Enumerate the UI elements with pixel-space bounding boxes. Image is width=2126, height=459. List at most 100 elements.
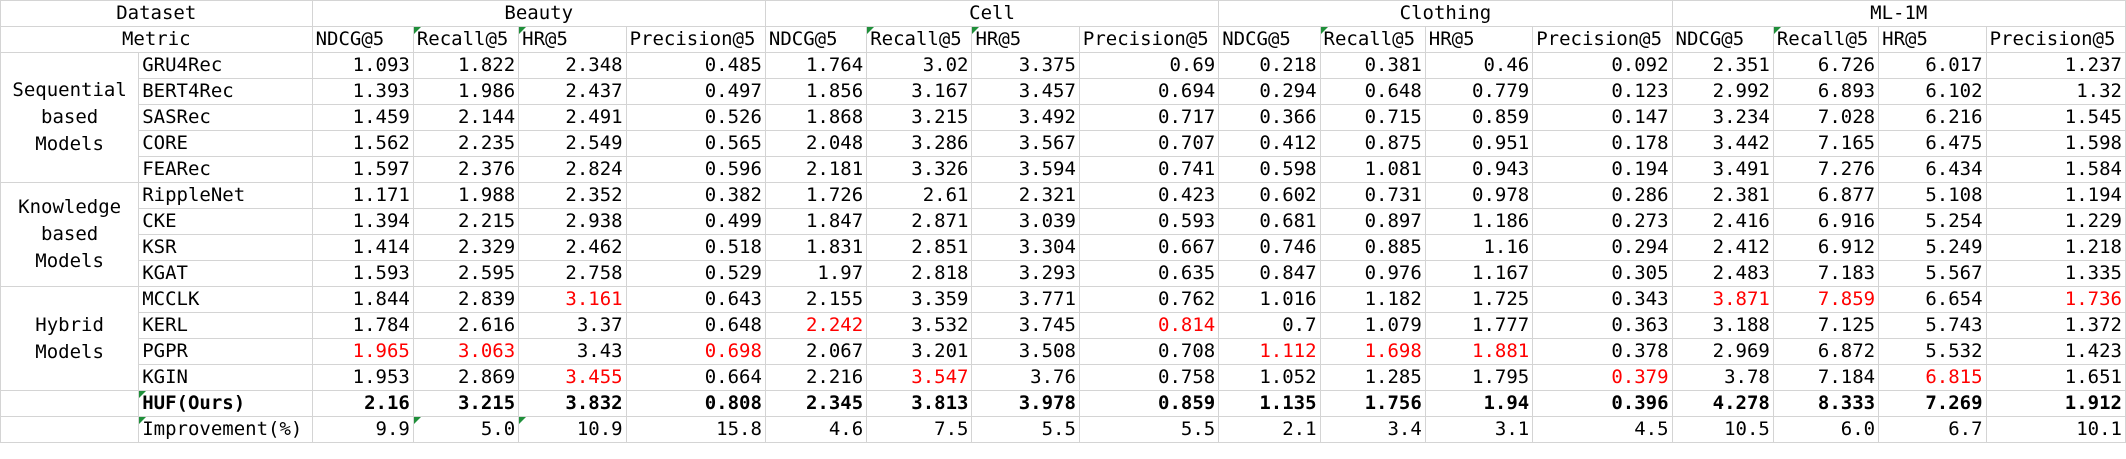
value-cell: 0.092 [1532,52,1673,79]
model-name: SASRec [138,104,313,131]
metric-label: Metric [0,26,313,53]
value-cell: 2.345 [764,390,868,417]
value-cell: 0.7 [1218,312,1321,339]
value-cell: 1.795 [1424,364,1534,391]
value-cell: 1.988 [412,182,520,209]
value-cell: 1.182 [1319,286,1426,313]
metric-header-precision: Precision@5 [625,26,766,53]
model-group-label: Knowledge based Models [0,182,140,287]
value-cell: 3.442 [1671,130,1774,157]
value-cell: 3.201 [866,338,973,365]
dataset-label: Dataset [0,0,313,27]
value-cell: 1.593 [311,260,414,287]
value-cell: 1.135 [1218,390,1321,417]
value-cell: 0.707 [1078,130,1220,157]
value-cell: 1.698 [1319,338,1426,365]
model-name: Improvement(%) [138,416,313,443]
value-cell: 6.7 [1878,416,1987,443]
model-name: RippleNet [138,182,313,209]
value-cell: 1.965 [311,338,414,365]
value-cell: 1.597 [311,156,414,183]
value-cell: 3.78 [1671,364,1774,391]
value-cell: 7.269 [1878,390,1987,417]
value-cell: 2.818 [866,260,973,287]
value-cell: 1.97 [764,260,868,287]
value-cell: 1.856 [764,78,868,105]
model-name: KSR [138,234,313,261]
table-row: Knowledge based Models RippleNet 1.171 1.98… [0,182,2126,287]
value-cell: 1.16 [1424,234,1534,261]
value-cell: 0.717 [1078,104,1220,131]
value-cell: 1.016 [1218,286,1321,313]
value-cell: 2.215 [412,208,520,235]
value-cell: 3.304 [971,234,1080,261]
value-cell: 3.771 [971,286,1080,313]
metric-header-hr: HR@5 [971,26,1080,53]
table-row: KGIN 1.953 2.869 3.455 0.664 2.216 3.547 3.76 0.… [1,364,2126,391]
value-cell: 5.254 [1878,208,1987,235]
value-cell: 0.859 [1078,390,1220,417]
model-name: GRU4Rec [138,52,313,79]
value-cell: 6.726 [1772,52,1880,79]
value-cell: 1.079 [1319,312,1426,339]
table-row: KSR 1.414 2.329 2.462 0.518 1.831 2.851 3.304 0.… [1,234,2126,261]
value-cell: 0.643 [625,286,766,313]
value-cell: 0.731 [1319,182,1426,209]
value-cell: 1.94 [1424,390,1534,417]
value-cell: 2.351 [1671,52,1774,79]
dataset-beauty: Beauty [311,0,766,27]
value-cell: 0.779 [1424,78,1534,105]
value-cell: 5.108 [1878,182,1987,209]
value-cell: 1.545 [1985,104,2126,131]
value-cell: 2.616 [412,312,520,339]
value-cell: 1.953 [311,364,414,391]
value-cell: 3.594 [971,156,1080,183]
value-cell: 0.286 [1532,182,1673,209]
value-cell: 2.16 [311,390,414,417]
value-cell: 1.844 [311,286,414,313]
value-cell: 1.052 [1218,364,1321,391]
value-cell: 0.366 [1218,104,1321,131]
value-cell: 1.093 [311,52,414,79]
value-cell: 0.529 [625,260,766,287]
value-cell: 5.0 [412,416,520,443]
value-cell: 10.1 [1985,416,2126,443]
model-name: KGAT [138,260,313,287]
table-row: CORE 1.562 2.235 2.549 0.565 2.048 3.286 3.567 0… [1,130,2126,157]
value-cell: 0.708 [1078,338,1220,365]
value-cell: 0.814 [1078,312,1220,339]
value-cell: 6.872 [1772,338,1880,365]
value-cell: 0.648 [625,312,766,339]
model-group-label: Hybrid Models [0,286,140,391]
metric-header-ndcg: NDCG@5 [1671,26,1774,53]
model-name: CKE [138,208,313,235]
value-cell: 0.976 [1319,260,1426,287]
value-cell: 0.396 [1532,390,1673,417]
value-cell: 5.249 [1878,234,1987,261]
value-cell: 3.832 [518,390,627,417]
table-row: KERL 1.784 2.616 3.37 0.648 2.242 3.532 3.745 0.… [1,312,2126,339]
value-cell: 15.8 [625,416,766,443]
metric-header-recall: Recall@5 [1319,26,1426,53]
value-cell: 6.475 [1878,130,1987,157]
value-cell: 2.216 [764,364,868,391]
model-name: BERT4Rec [138,78,313,105]
model-name: KGIN [138,364,313,391]
value-cell: 0.194 [1532,156,1673,183]
value-cell: 0.381 [1319,52,1426,79]
value-cell: 3.37 [518,312,627,339]
value-cell: 2.067 [764,338,868,365]
value-cell: 0.746 [1218,234,1321,261]
model-name: HUF(Ours) [138,390,313,417]
metric-header-precision: Precision@5 [1532,26,1673,53]
value-cell: 0.412 [1218,130,1321,157]
value-cell: 0.273 [1532,208,1673,235]
value-cell: 3.1 [1424,416,1534,443]
value-cell: 2.329 [412,234,520,261]
value-cell: 2.969 [1671,338,1774,365]
value-cell: 0.378 [1532,338,1673,365]
value-cell: 3.359 [866,286,973,313]
value-cell: 8.333 [1772,390,1880,417]
value-cell: 1.986 [412,78,520,105]
value-cell: 7.125 [1772,312,1880,339]
